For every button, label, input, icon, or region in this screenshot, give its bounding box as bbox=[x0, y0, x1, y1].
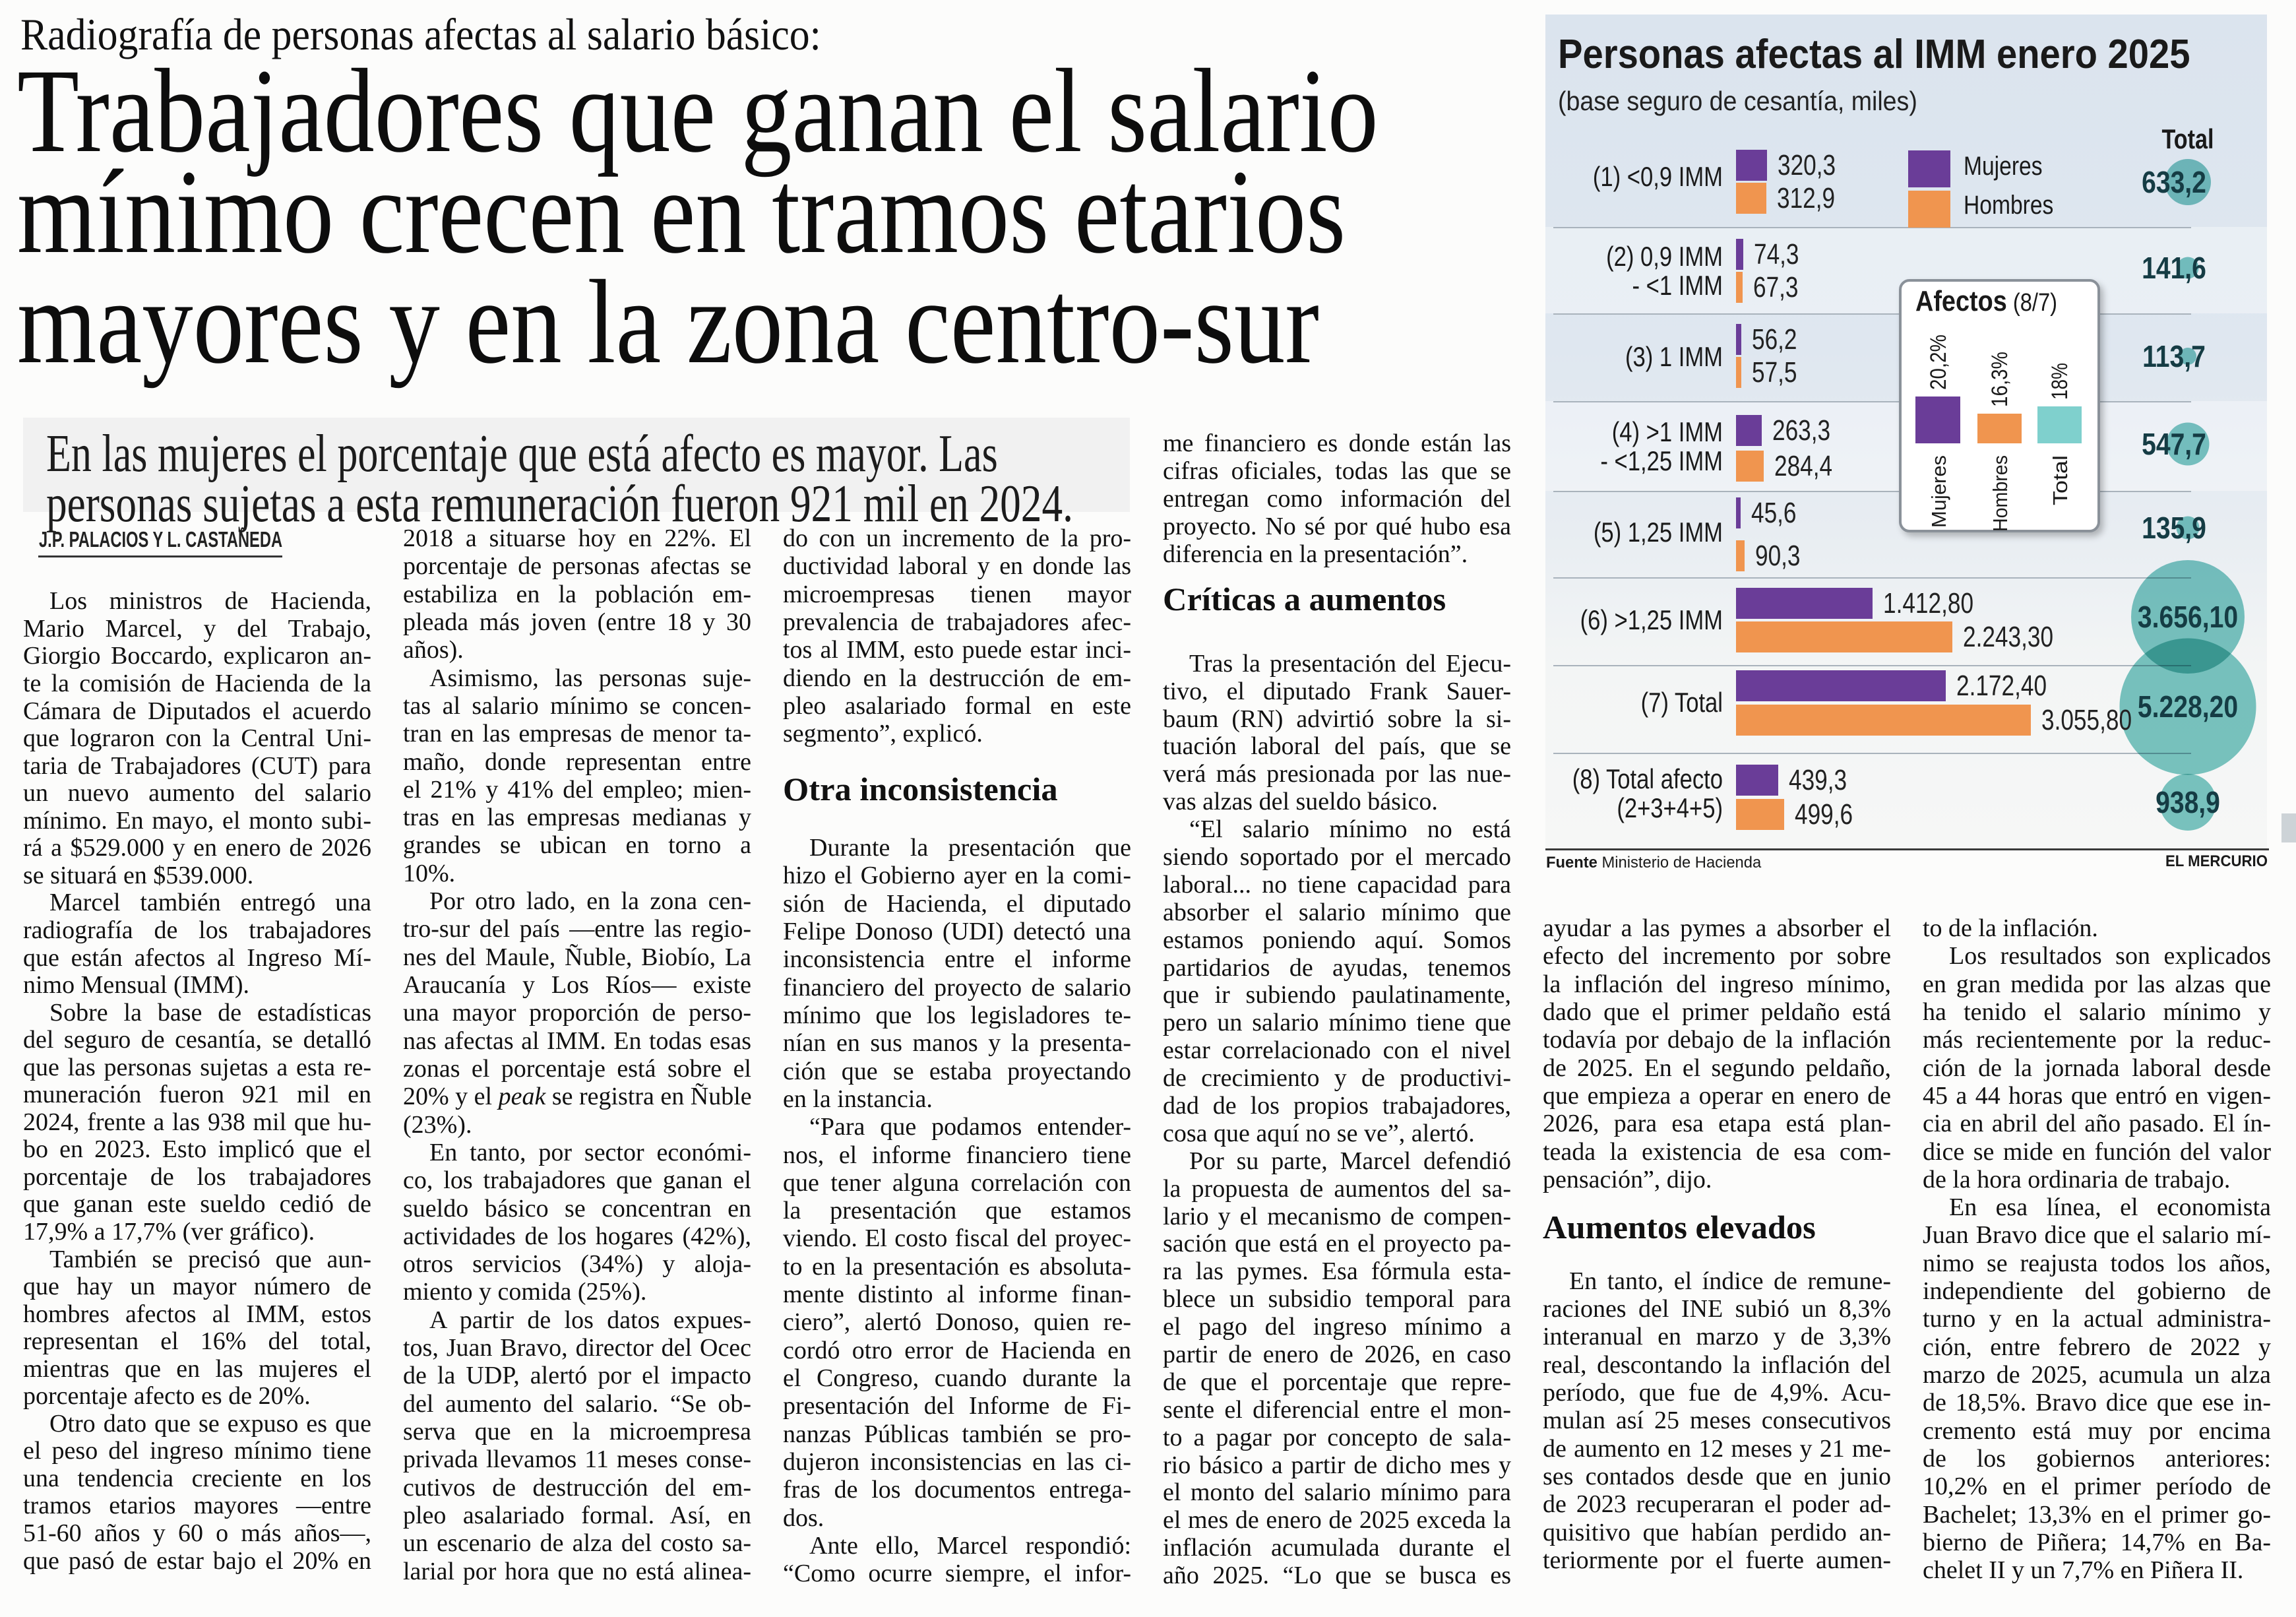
svg-text:Total: Total bbox=[2049, 455, 2072, 505]
svg-text:16,3%: 16,3% bbox=[1987, 352, 2012, 407]
svg-text:20,2%: 20,2% bbox=[1926, 334, 1951, 390]
svg-text:18%: 18% bbox=[2047, 363, 2072, 400]
svg-text:Hombres: Hombres bbox=[1989, 455, 2012, 532]
svg-text:Mujeres: Mujeres bbox=[1927, 455, 1950, 528]
